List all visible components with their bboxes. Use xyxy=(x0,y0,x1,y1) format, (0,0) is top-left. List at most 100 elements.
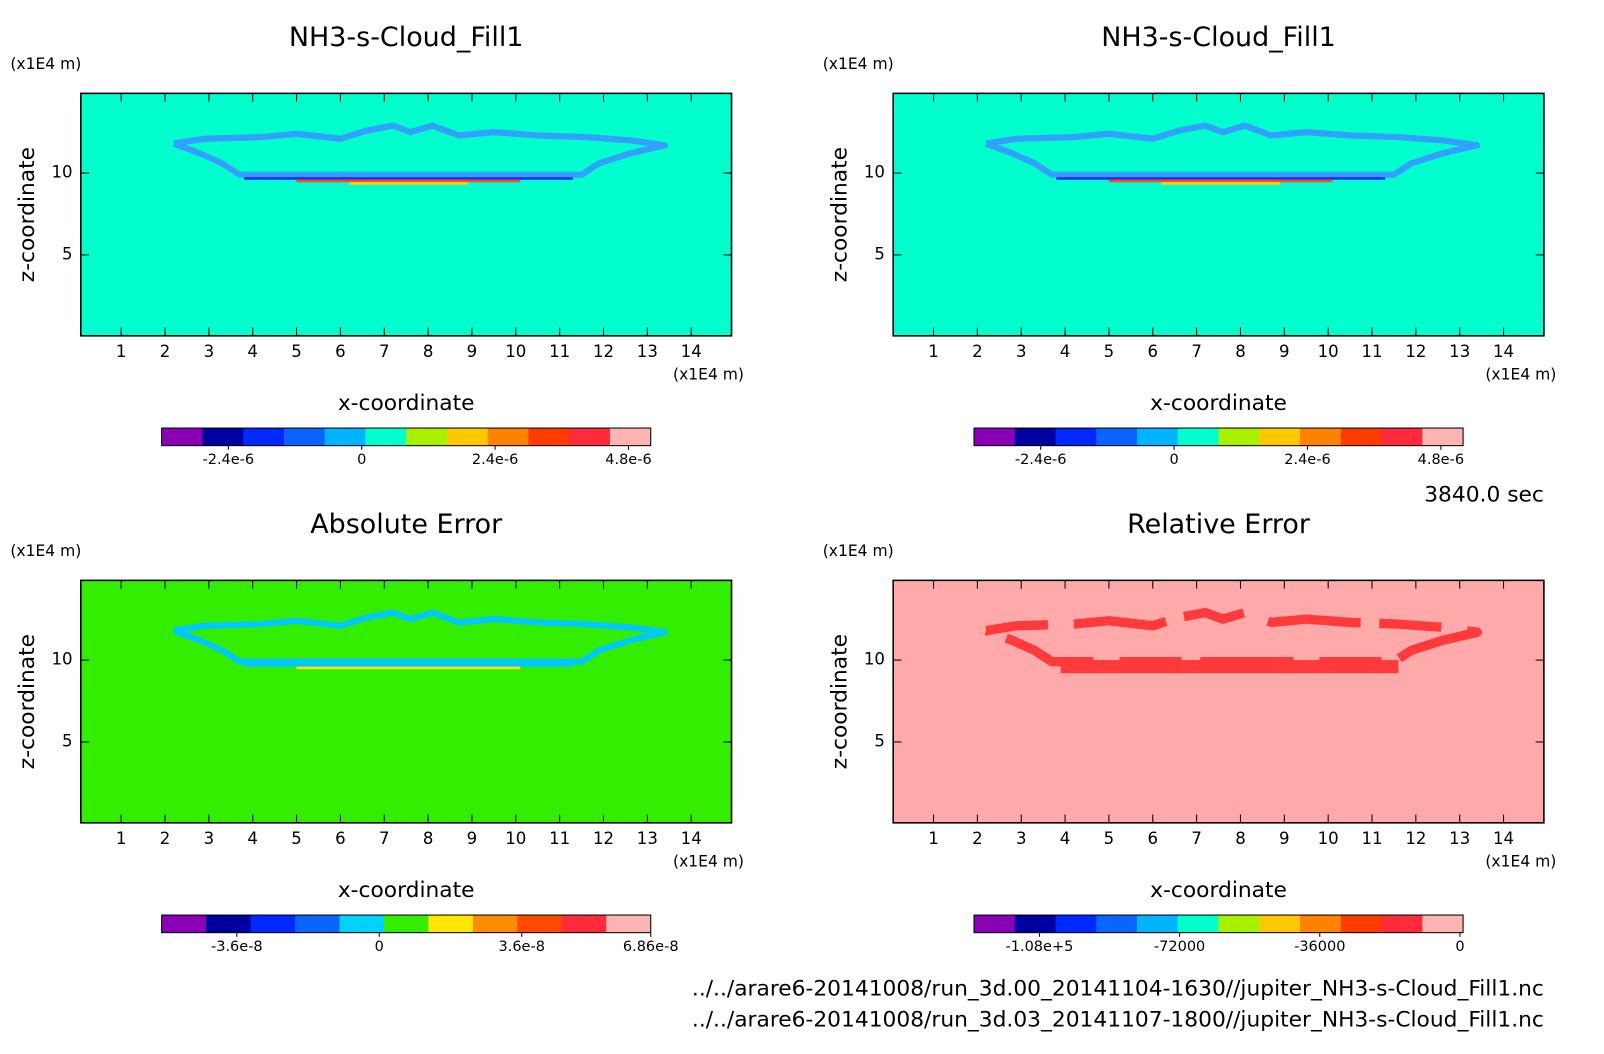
colorbar-tick-label: 4.8e-6 xyxy=(605,452,651,468)
colorbar-segment xyxy=(1218,428,1260,446)
colorbar-segment xyxy=(472,915,518,933)
colorbar-segment xyxy=(1096,428,1138,446)
x-tick-label: 8 xyxy=(423,342,434,361)
cloud-feature xyxy=(172,122,669,178)
colorbar-tick-label: -1.08e+5 xyxy=(1006,939,1074,955)
x-tick-label: 1 xyxy=(116,342,127,361)
colorbar-segment xyxy=(339,915,385,933)
colorbar-segment xyxy=(517,915,563,933)
x-tick-label: 13 xyxy=(637,829,658,848)
colorbar-segment xyxy=(561,915,607,933)
x-tick-label: 9 xyxy=(467,342,478,361)
colorbar-segment xyxy=(1300,428,1342,446)
x-axis-label: x-coordinate xyxy=(1150,878,1287,903)
colorbar-segment xyxy=(406,428,448,446)
y-tick-label: 5 xyxy=(874,731,885,750)
x-tick-label: 7 xyxy=(1191,829,1202,848)
plot-frame xyxy=(892,579,1545,824)
x-tick-label: 8 xyxy=(1235,342,1246,361)
colorbar-tick-label: -36000 xyxy=(1294,939,1345,955)
x-tick-label: 1 xyxy=(928,342,939,361)
cloud-base-band xyxy=(243,177,573,180)
colorbar-segment xyxy=(1055,915,1097,933)
colorbar-segment xyxy=(1422,915,1464,933)
x-tick-label: 10 xyxy=(505,342,526,361)
x-tick-label: 4 xyxy=(247,829,258,848)
colorbar-frame xyxy=(973,427,1464,447)
x-tick-label: 14 xyxy=(1493,829,1514,848)
plot-frame xyxy=(892,92,1545,337)
colorbar-frame xyxy=(161,914,652,934)
colorbar-segment xyxy=(528,428,570,446)
colorbar-segment xyxy=(324,428,366,446)
cloud-base-band xyxy=(296,666,521,670)
x-tick-label: 4 xyxy=(247,342,258,361)
colorbar-tick-label: 4.8e-6 xyxy=(1418,452,1464,468)
cloud-base-band xyxy=(1161,182,1280,185)
x-unit: (x1E4 m) xyxy=(673,366,744,384)
colorbar-segment xyxy=(1422,428,1464,446)
colorbar-segment xyxy=(1014,428,1057,446)
x-tick-label: 6 xyxy=(1147,342,1158,361)
colorbar-segment xyxy=(1177,915,1220,933)
colorbar-segment xyxy=(1340,915,1383,933)
y-tick-label: 10 xyxy=(864,163,885,182)
x-tick-label: 13 xyxy=(1449,829,1470,848)
y-tick-label: 10 xyxy=(864,650,885,669)
x-tick-label: 11 xyxy=(549,342,570,361)
colorbar-frame xyxy=(161,427,652,447)
x-unit: (x1E4 m) xyxy=(1485,853,1556,871)
y-axis-label: z-coordinate xyxy=(15,147,40,282)
colorbar-segment xyxy=(1014,915,1057,933)
x-tick-label: 11 xyxy=(1361,829,1382,848)
cloud-base-band xyxy=(1108,179,1333,183)
colorbar-segment xyxy=(428,915,474,933)
x-tick-label: 7 xyxy=(1191,342,1202,361)
x-tick-label: 11 xyxy=(1361,342,1382,361)
colorbar-segment xyxy=(569,428,611,446)
colorbar-segment xyxy=(283,428,326,446)
colorbar-segment xyxy=(974,915,1016,933)
colorbar-segment xyxy=(161,915,207,933)
y-tick-label: 5 xyxy=(62,244,73,263)
colorbar-segment xyxy=(383,915,429,933)
colorbar-segment xyxy=(446,428,489,446)
colorbar-segment xyxy=(1340,428,1383,446)
colorbar-segment xyxy=(243,428,285,446)
x-tick-label: 8 xyxy=(1235,829,1246,848)
x-tick-label: 10 xyxy=(505,829,526,848)
colorbar-frame xyxy=(973,914,1464,934)
x-tick-label: 13 xyxy=(1449,342,1470,361)
x-tick-label: 3 xyxy=(1016,342,1027,361)
colorbar-tick-label: 2.4e-6 xyxy=(472,452,518,468)
colorbar-segment xyxy=(202,428,244,446)
x-unit: (x1E4 m) xyxy=(1485,366,1556,384)
y-axis-label: z-coordinate xyxy=(827,147,852,282)
x-axis-label: x-coordinate xyxy=(338,878,475,903)
x-tick-label: 14 xyxy=(681,342,702,361)
colorbar-segment xyxy=(1259,428,1301,446)
x-tick-label: 5 xyxy=(291,829,302,848)
y-tick-label: 5 xyxy=(874,244,885,263)
chart-title: NH3-s-Cloud_Fill1 xyxy=(289,22,524,53)
x-tick-label: 5 xyxy=(1104,342,1115,361)
x-tick-label: 2 xyxy=(972,829,983,848)
x-tick-label: 1 xyxy=(928,829,939,848)
x-tick-label: 8 xyxy=(423,829,434,848)
colorbar-tick-label: -2.4e-6 xyxy=(1015,452,1067,468)
x-tick-label: 14 xyxy=(681,829,702,848)
colorbar-segment xyxy=(1381,915,1423,933)
y-axis-label: z-coordinate xyxy=(15,634,40,769)
y-unit: (x1E4 m) xyxy=(10,542,81,560)
x-tick-label: 12 xyxy=(1405,829,1426,848)
colorbar-tick-label: -72000 xyxy=(1154,939,1205,955)
chart-title: NH3-s-Cloud_Fill1 xyxy=(1101,22,1336,53)
colorbar-segment xyxy=(1055,428,1097,446)
colorbar-tick-label: 3.6e-8 xyxy=(498,939,544,955)
x-tick-label: 2 xyxy=(160,342,171,361)
cloud-base-band xyxy=(296,179,521,183)
panel: Absolute Error (x1E4 m) (x1E4 m) x-coordina… xyxy=(10,509,744,955)
colorbar-tick-label: 0 xyxy=(1169,452,1178,468)
x-tick-label: 6 xyxy=(335,342,346,361)
